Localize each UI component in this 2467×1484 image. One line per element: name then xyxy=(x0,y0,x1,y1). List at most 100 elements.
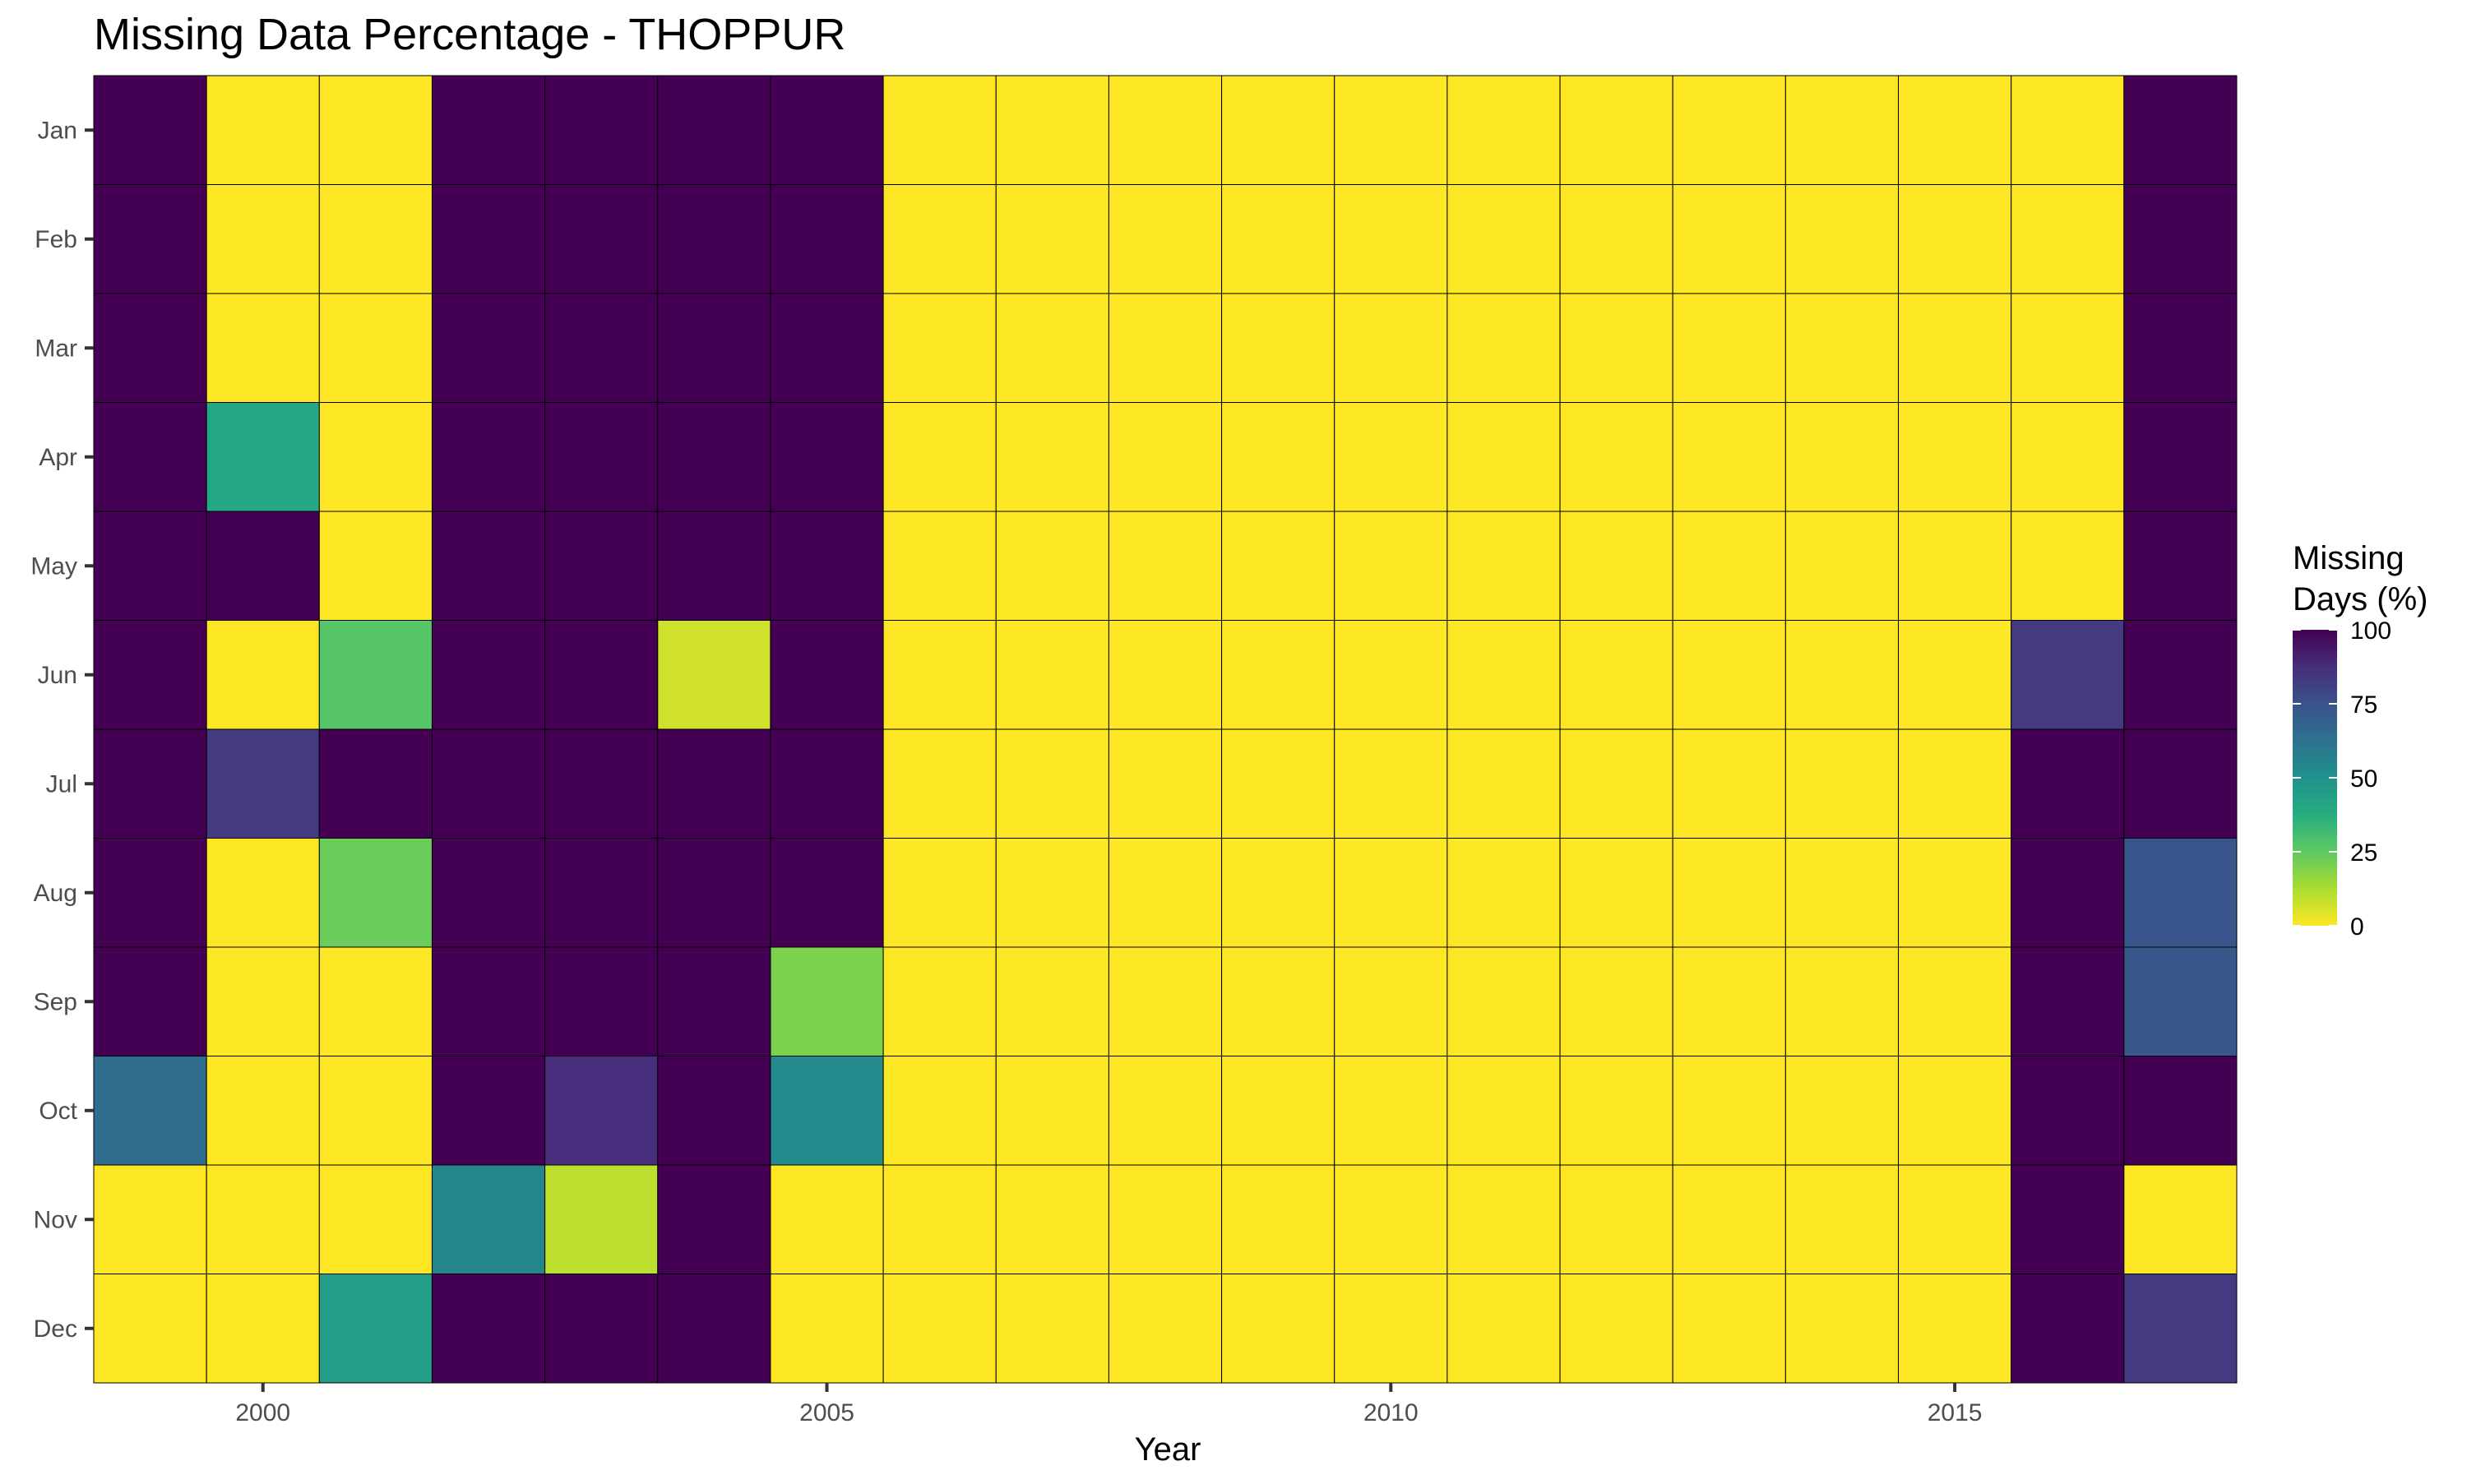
heatmap-cell-apr-2015 xyxy=(1898,402,2012,512)
heatmap-cell-mar-2009 xyxy=(1221,293,1335,403)
heatmap-cell-jul-2000 xyxy=(206,728,320,839)
heatmap-cell-may-2004 xyxy=(657,511,771,621)
heatmap-cell-aug-2017 xyxy=(2123,838,2238,948)
heatmap-cell-aug-2012 xyxy=(1559,838,1673,948)
heatmap-cell-aug-2015 xyxy=(1898,838,2012,948)
x-axis: 2000 2005 2010 2015 xyxy=(235,1383,1982,1426)
heatmap-cell-nov-2012 xyxy=(1559,1164,1673,1274)
heatmap-cell-sep-2016 xyxy=(2011,946,2125,1056)
heatmap-cell-oct-2000 xyxy=(206,1056,320,1166)
heatmap-cell-jun-2001 xyxy=(318,620,433,730)
y-tick-label-sep: Sep xyxy=(34,988,77,1015)
heatmap-cell-jun-2009 xyxy=(1221,620,1335,730)
heatmap-cell-nov-2008 xyxy=(1108,1164,1223,1274)
x-tick-label-2000: 2000 xyxy=(235,1399,290,1426)
heatmap-cell-jan-2009 xyxy=(1221,75,1335,185)
heatmap-cell-jun-2015 xyxy=(1898,620,2012,730)
heatmap-cell-aug-2011 xyxy=(1446,838,1561,948)
heatmap-cell-mar-2008 xyxy=(1108,293,1223,403)
heatmap-cell-jan-2005 xyxy=(770,75,884,185)
heatmap-cell-nov-2009 xyxy=(1221,1164,1335,1274)
heatmap-cell-oct-2002 xyxy=(431,1056,546,1166)
heatmap-cell-oct-2009 xyxy=(1221,1056,1335,1166)
heatmap-cell-dec-2015 xyxy=(1898,1274,2012,1384)
heatmap-cell-sep-2014 xyxy=(1784,946,1900,1056)
heatmap-cell-sep-2007 xyxy=(995,946,1109,1056)
heatmap-cell-aug-2009 xyxy=(1221,838,1335,948)
heatmap-cell-sep-2015 xyxy=(1898,946,2012,1056)
heatmap-cell-aug-1999 xyxy=(93,838,207,948)
heatmap-cell-feb-2007 xyxy=(995,184,1109,294)
heatmap-cell-aug-2007 xyxy=(995,838,1109,948)
heatmap-cell-nov-2000 xyxy=(206,1164,320,1274)
heatmap-cell-jun-2011 xyxy=(1446,620,1561,730)
heatmap-cell-mar-2007 xyxy=(995,293,1109,403)
heatmap-cell-mar-2010 xyxy=(1334,293,1448,403)
heatmap-cell-apr-2016 xyxy=(2011,402,2125,512)
heatmap-cell-feb-2011 xyxy=(1446,184,1561,294)
heatmap-cell-may-2014 xyxy=(1784,511,1900,621)
heatmap-cell-aug-2000 xyxy=(206,838,320,948)
heatmap-cell-jun-2007 xyxy=(995,620,1109,730)
heatmap-cell-may-2013 xyxy=(1672,511,1786,621)
legend-tick-label-25: 25 xyxy=(2350,839,2377,867)
heatmap-cell-nov-2010 xyxy=(1334,1164,1448,1274)
heatmap-cell-mar-2005 xyxy=(770,293,884,403)
heatmap-cell-feb-2016 xyxy=(2011,184,2125,294)
heatmap-cell-jun-2002 xyxy=(431,620,546,730)
heatmap-cell-jan-2002 xyxy=(431,75,546,185)
heatmap-cell-sep-2013 xyxy=(1672,946,1786,1056)
heatmap-cell-jul-2001 xyxy=(318,728,433,839)
heatmap-cell-may-2012 xyxy=(1559,511,1673,621)
heatmap-cell-mar-2011 xyxy=(1446,293,1561,403)
heatmap-cell-sep-2004 xyxy=(657,946,771,1056)
heatmap-cell-apr-2001 xyxy=(318,402,433,512)
heatmap-cell-jun-2013 xyxy=(1672,620,1786,730)
heatmap-cell-nov-2007 xyxy=(995,1164,1109,1274)
y-tick-label-oct: Oct xyxy=(39,1098,77,1125)
heatmap-cell-jul-2017 xyxy=(2123,728,2238,839)
legend-title-line-1: Missing xyxy=(2293,540,2405,576)
heatmap-cell-feb-2008 xyxy=(1108,184,1223,294)
heatmap-cell-jan-2008 xyxy=(1108,75,1223,185)
heatmap-cell-nov-2002 xyxy=(431,1164,546,1274)
y-tick-label-apr: Apr xyxy=(39,444,77,471)
heatmap-cell-nov-2011 xyxy=(1446,1164,1561,1274)
heatmap-cell-apr-2002 xyxy=(431,402,546,512)
heatmap-cell-mar-2013 xyxy=(1672,293,1786,403)
heatmap-cell-mar-2012 xyxy=(1559,293,1673,403)
heatmap-cell-feb-2014 xyxy=(1784,184,1900,294)
heatmap-cell-may-2011 xyxy=(1446,511,1561,621)
heatmap-cell-nov-2003 xyxy=(544,1164,659,1274)
heatmap-cell-nov-2014 xyxy=(1784,1164,1900,1274)
heatmap-cell-jan-2001 xyxy=(318,75,433,185)
heatmap-cell-jun-2008 xyxy=(1108,620,1223,730)
heatmap-cell-dec-2014 xyxy=(1784,1274,1900,1384)
heatmap-cell-aug-2016 xyxy=(2011,838,2125,948)
legend-tick-label-0: 0 xyxy=(2350,913,2364,941)
heatmap-cell-jul-2016 xyxy=(2011,728,2125,839)
heatmap-cell-may-2016 xyxy=(2011,511,2125,621)
heatmap-cell-feb-2017 xyxy=(2123,184,2238,294)
y-tick-label-nov: Nov xyxy=(34,1206,77,1233)
heatmap-cell-jun-2003 xyxy=(544,620,659,730)
heatmap-cell-oct-2014 xyxy=(1784,1056,1900,1166)
heatmap-cell-aug-2008 xyxy=(1108,838,1223,948)
heatmap-cell-sep-2006 xyxy=(882,946,997,1056)
heatmap-cell-feb-2003 xyxy=(544,184,659,294)
heatmap-cell-oct-2015 xyxy=(1898,1056,2012,1166)
heatmap-cell-oct-2007 xyxy=(995,1056,1109,1166)
heatmap-cell-sep-2008 xyxy=(1108,946,1223,1056)
heatmap-cell-sep-2009 xyxy=(1221,946,1335,1056)
heatmap-cell-oct-2005 xyxy=(770,1056,884,1166)
heatmap-cell-may-2001 xyxy=(318,511,433,621)
heatmap-cell-dec-2012 xyxy=(1559,1274,1673,1384)
heatmap-cell-apr-2017 xyxy=(2123,402,2238,512)
heatmap-cell-jul-2006 xyxy=(882,728,997,839)
heatmap-cell-oct-2012 xyxy=(1559,1056,1673,1166)
heatmap-cell-aug-2014 xyxy=(1784,838,1900,948)
heatmap-cell-oct-1999 xyxy=(93,1056,207,1166)
heatmap-cell-feb-2010 xyxy=(1334,184,1448,294)
heatmap-cell-jan-2017 xyxy=(2123,75,2238,185)
